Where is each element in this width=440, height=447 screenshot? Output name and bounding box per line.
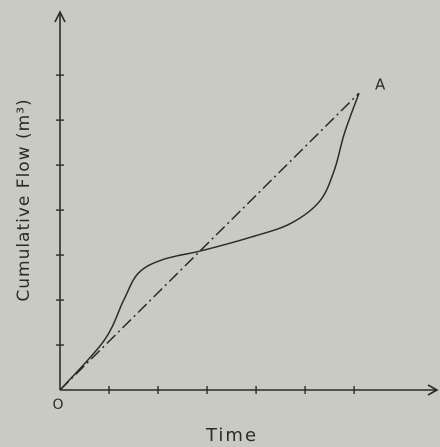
origin-label: O: [52, 397, 63, 413]
page: O Time Cumulative Flow (m³) A (() => { c…: [0, 0, 440, 447]
chart: O Time Cumulative Flow (m³) A: [0, 0, 440, 447]
paper: [0, 0, 440, 447]
y-axis-label: Cumulative Flow (m³): [14, 98, 34, 301]
x-axis-label: Time: [205, 425, 258, 446]
point-label: A: [375, 76, 386, 94]
